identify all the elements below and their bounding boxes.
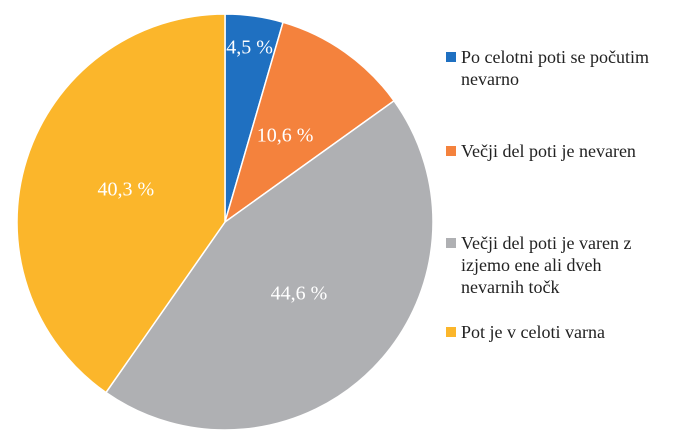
data-label: 10,6 % xyxy=(257,125,314,147)
legend-label: Pot je v celoti varna xyxy=(461,322,605,342)
legend-label: Večji del poti je varen z izjemo ene ali… xyxy=(461,233,632,297)
data-label: 40,3 % xyxy=(97,178,154,200)
data-label: 4,5 % xyxy=(226,37,273,59)
pie-slice xyxy=(223,21,396,224)
legend-swatch xyxy=(446,327,456,337)
legend-swatch xyxy=(446,146,456,156)
legend-item: Pot je v celoti varna xyxy=(446,321,666,343)
legend-item: Po celotni poti se počutim nevarno xyxy=(446,46,666,90)
pie-slice xyxy=(104,99,434,431)
legend-label: Večji del poti je nevaren xyxy=(461,141,636,161)
pie-slice xyxy=(16,13,226,394)
data-label: 44,6 % xyxy=(271,283,328,305)
legend-swatch xyxy=(446,238,456,248)
legend-swatch xyxy=(446,52,456,62)
legend-item: Večji del poti je varen z izjemo ene ali… xyxy=(446,232,666,298)
legend-item: Večji del poti je nevaren xyxy=(446,140,666,162)
legend-label: Po celotni poti se počutim nevarno xyxy=(461,47,649,89)
